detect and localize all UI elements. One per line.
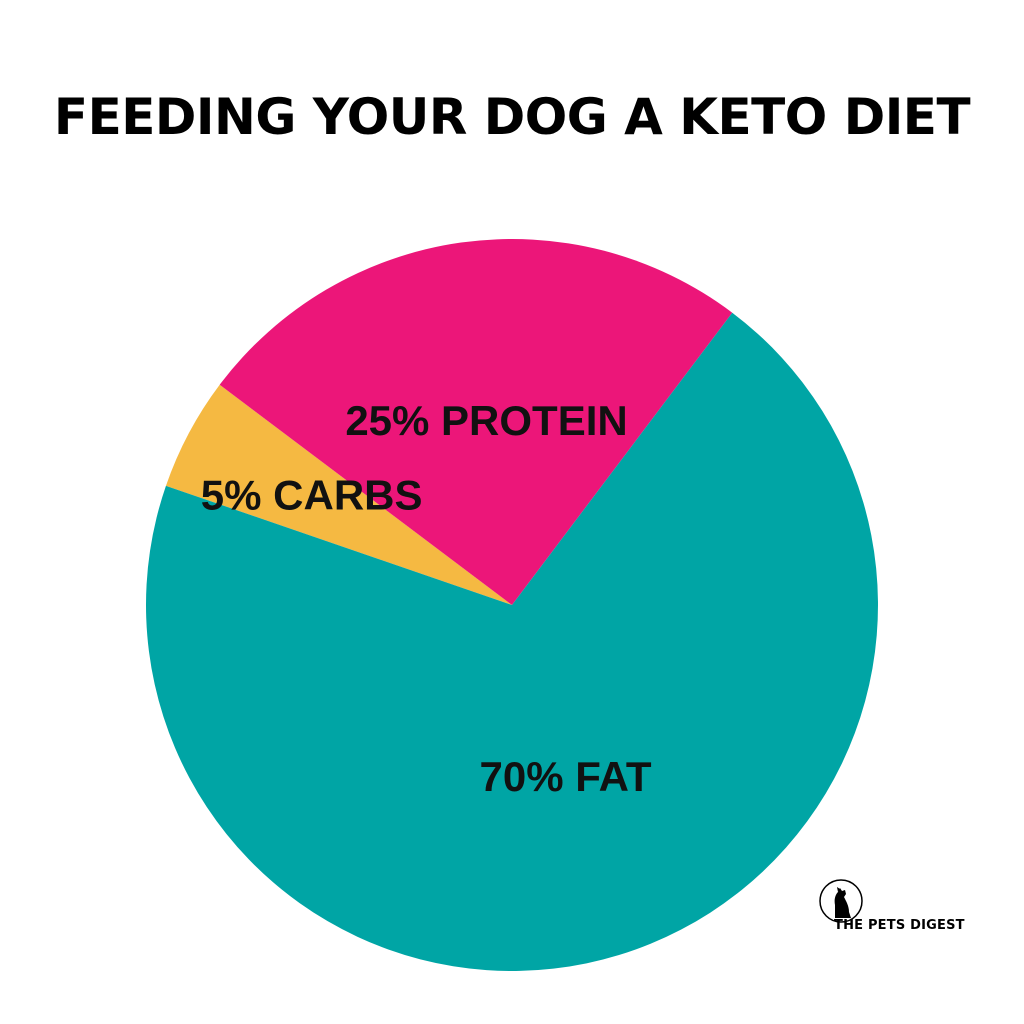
pie-slice-fat xyxy=(145,312,878,971)
brand-watermark: THE PETS DIGEST xyxy=(812,878,992,938)
pie-label-fat: 70% FAT xyxy=(480,753,652,800)
pie-slice-protein xyxy=(219,239,733,606)
chart-title: FEEDING YOUR DOG A KETO DIET xyxy=(53,88,971,146)
pie-slice-carbs xyxy=(165,384,513,605)
pie-label-carbs: 5% CARBS xyxy=(201,472,423,519)
dog-silhouette-icon xyxy=(819,879,863,923)
pie-slices xyxy=(145,239,878,971)
brand-name: THE PETS DIGEST xyxy=(834,918,965,933)
pie-label-protein: 25% PROTEIN xyxy=(345,397,627,444)
pie-labels: 5% CARBS 25% PROTEIN 70% FAT xyxy=(201,397,652,800)
